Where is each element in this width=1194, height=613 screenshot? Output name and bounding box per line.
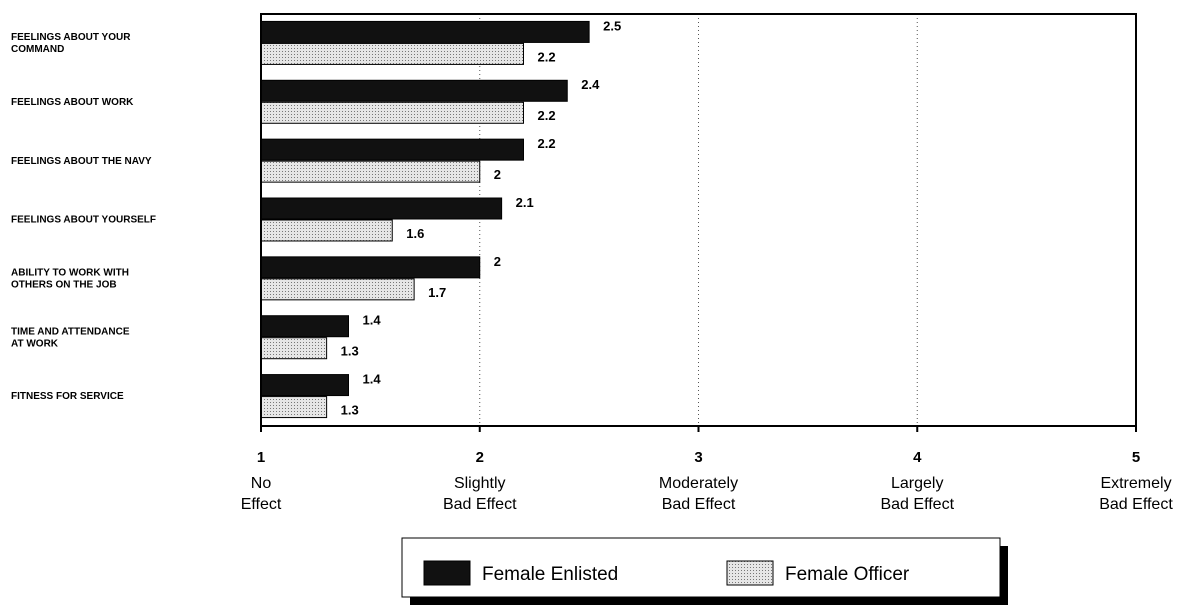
bar	[260, 337, 328, 360]
value-label: 2.1	[516, 195, 534, 210]
x-tick-description: Bad Effect	[1099, 496, 1173, 513]
x-tick-description: No	[251, 475, 272, 492]
bar	[260, 396, 328, 419]
value-label: 1.6	[406, 226, 424, 241]
x-tick-description: Slightly	[454, 475, 506, 492]
x-tick-description: Largely	[891, 475, 943, 492]
category-label: COMMAND	[11, 44, 64, 55]
bar	[260, 219, 393, 242]
value-label: 2.2	[538, 108, 556, 123]
value-label: 1.4	[363, 313, 382, 328]
category-label: TIME AND ATTENDANCE	[11, 326, 130, 337]
category-label: FEELINGS ABOUT YOUR	[11, 32, 131, 43]
bar	[260, 278, 415, 301]
value-label: 2.2	[538, 136, 556, 151]
x-tick-description: Moderately	[659, 475, 738, 492]
x-tick-label: 3	[694, 449, 702, 466]
bar	[260, 42, 524, 65]
category-label: FEELINGS ABOUT YOURSELF	[11, 215, 156, 226]
legend-box	[401, 537, 1001, 598]
value-label: 2	[494, 254, 501, 269]
x-tick-description: Extremely	[1100, 475, 1171, 492]
category-label: ABILITY TO WORK WITH	[11, 267, 129, 278]
category-label: FITNESS FOR SERVICE	[11, 391, 124, 402]
bar	[260, 256, 481, 279]
x-tick-description: Bad Effect	[443, 496, 517, 513]
bar	[260, 138, 524, 161]
bar	[260, 315, 349, 338]
x-tick-label: 4	[913, 449, 922, 466]
value-label: 2.2	[538, 49, 556, 64]
bar	[260, 20, 590, 43]
bar	[260, 197, 503, 220]
bar	[260, 374, 349, 397]
x-tick-description: Effect	[241, 496, 282, 513]
x-tick-label: 1	[257, 449, 265, 466]
value-label: 2.4	[581, 77, 600, 92]
value-label: 1.4	[363, 372, 382, 387]
category-label: FEELINGS ABOUT THE NAVY	[11, 156, 152, 167]
x-tick-label: 2	[476, 449, 484, 466]
legend-label: Female Enlisted	[482, 564, 618, 585]
bar	[260, 101, 524, 124]
bar	[260, 160, 481, 183]
value-label: 2.5	[603, 18, 621, 33]
value-label: 1.7	[428, 285, 446, 300]
category-label: AT WORK	[11, 338, 59, 349]
x-tick-label: 5	[1132, 449, 1140, 466]
category-label: FEELINGS ABOUT WORK	[11, 97, 134, 108]
legend-swatch	[423, 560, 471, 586]
value-label: 1.3	[341, 403, 359, 418]
x-tick-description: Bad Effect	[662, 496, 736, 513]
value-label: 1.3	[341, 344, 359, 359]
legend-swatch	[726, 560, 774, 586]
x-tick-description: Bad Effect	[880, 496, 954, 513]
bar	[260, 79, 568, 102]
category-label: OTHERS ON THE JOB	[11, 279, 117, 290]
plot-frame	[260, 13, 1137, 427]
legend-label: Female Officer	[785, 564, 910, 585]
value-label: 2	[494, 167, 501, 182]
